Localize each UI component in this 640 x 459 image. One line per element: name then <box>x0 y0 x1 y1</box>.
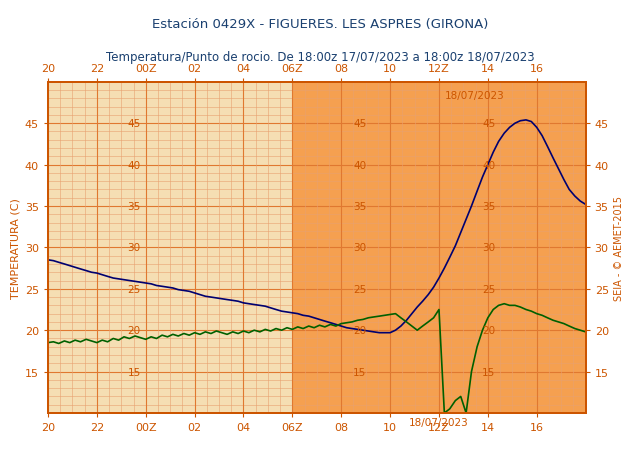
Text: 25: 25 <box>127 284 141 294</box>
Bar <box>292 83 586 413</box>
Text: Temperatura/Punto de rocio. De 18:00z 17/07/2023 a 18:00z 18/07/2023: Temperatura/Punto de rocio. De 18:00z 17… <box>106 50 534 63</box>
Text: 30: 30 <box>353 243 366 253</box>
Text: 35: 35 <box>353 202 367 212</box>
Text: 18/07/2023: 18/07/2023 <box>444 91 504 101</box>
Y-axis label: SEIA - © AEMET-2015: SEIA - © AEMET-2015 <box>614 196 624 300</box>
Y-axis label: TEMPERATURA (C): TEMPERATURA (C) <box>11 197 20 298</box>
Text: 30: 30 <box>483 243 495 253</box>
Text: 15: 15 <box>482 367 495 377</box>
Text: 40: 40 <box>483 160 495 170</box>
Text: 20: 20 <box>353 325 366 336</box>
Text: 18/07/2023: 18/07/2023 <box>409 417 469 427</box>
Text: 15: 15 <box>353 367 367 377</box>
Bar <box>48 83 292 413</box>
Text: 35: 35 <box>482 202 495 212</box>
Text: 45: 45 <box>127 119 141 129</box>
Text: 15: 15 <box>127 367 141 377</box>
Text: 35: 35 <box>127 202 141 212</box>
Text: 40: 40 <box>353 160 366 170</box>
Text: Estación 0429X - FIGUERES. LES ASPRES (GIRONA): Estación 0429X - FIGUERES. LES ASPRES (G… <box>152 18 488 31</box>
Text: 25: 25 <box>353 284 367 294</box>
Text: 45: 45 <box>353 119 367 129</box>
Text: 40: 40 <box>127 160 141 170</box>
Text: 30: 30 <box>127 243 141 253</box>
Text: 45: 45 <box>482 119 495 129</box>
Text: 20: 20 <box>483 325 495 336</box>
Text: 25: 25 <box>482 284 495 294</box>
Text: 20: 20 <box>127 325 141 336</box>
